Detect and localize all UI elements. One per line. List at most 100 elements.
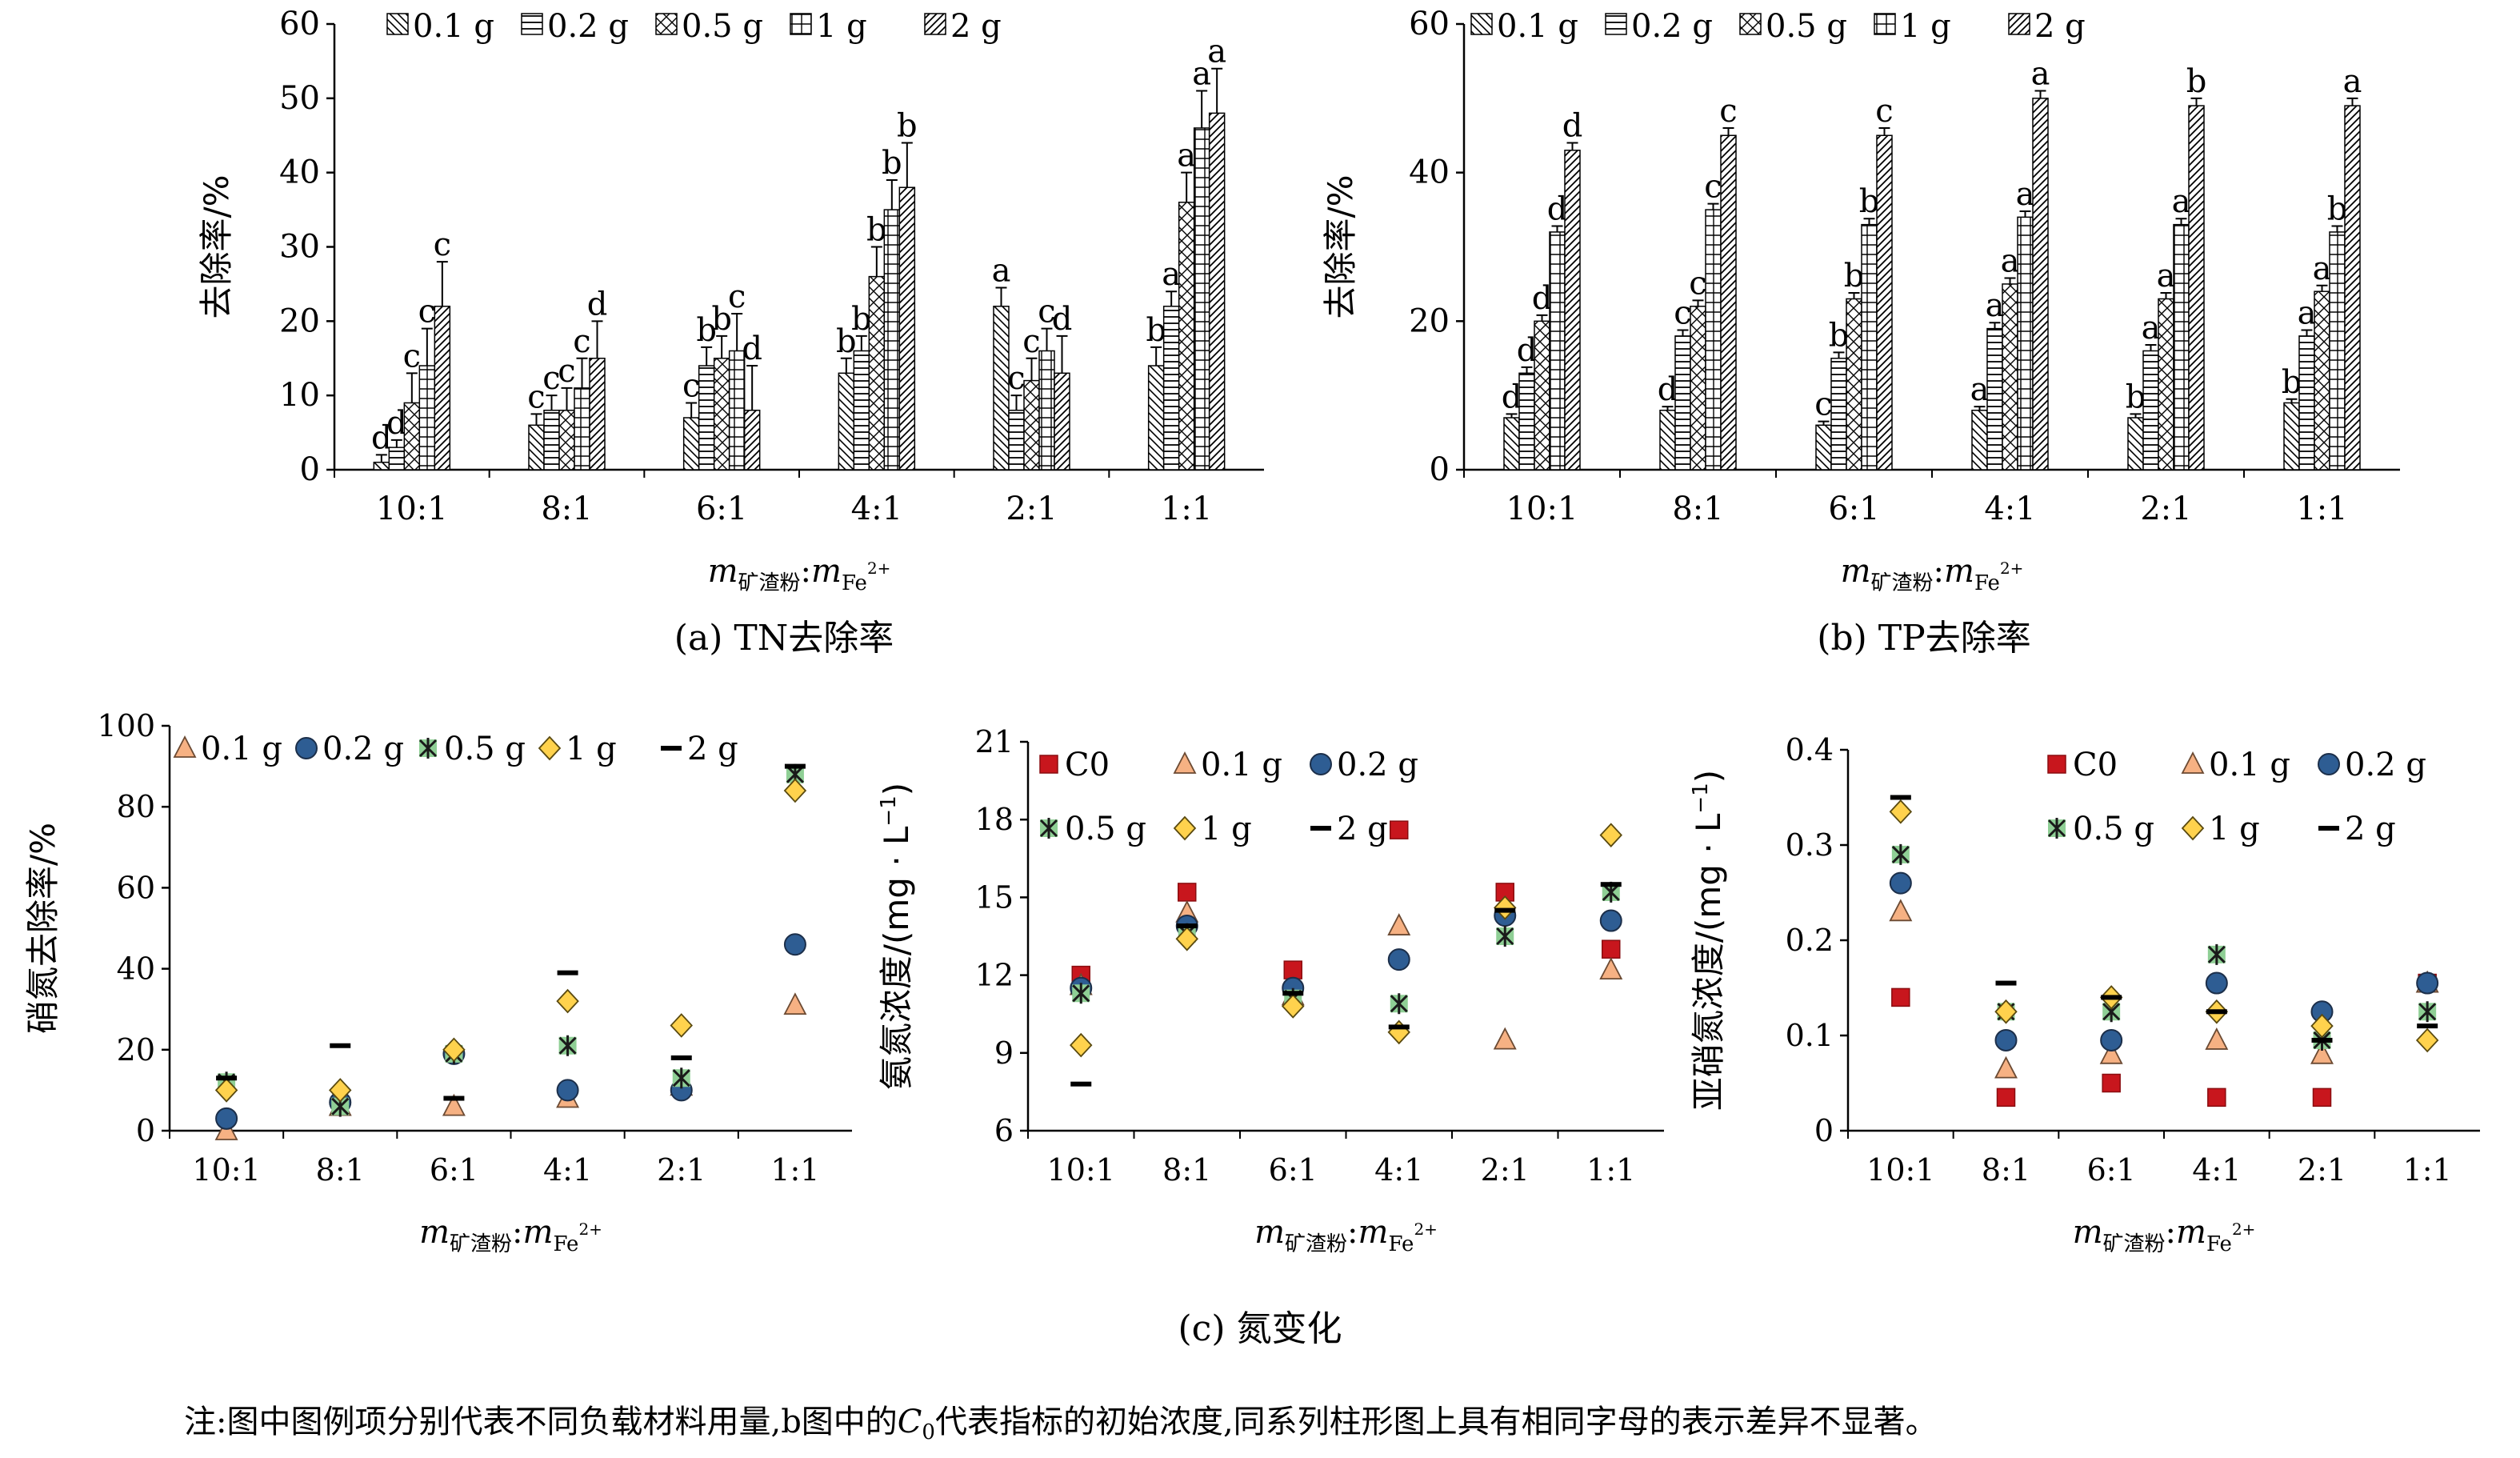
bar — [1971, 409, 1988, 471]
significance-letter: c — [403, 338, 421, 375]
legend-swatch — [924, 13, 946, 35]
bar — [2283, 402, 2300, 471]
data-point — [1390, 993, 1408, 1015]
error-bar — [2331, 225, 2343, 232]
bar — [1876, 134, 1893, 471]
y-tick-label: 40 — [117, 951, 155, 987]
data-point — [1995, 980, 2017, 986]
data-point — [443, 1096, 465, 1101]
legend-swatch — [386, 13, 409, 35]
significance-letter: c — [1704, 169, 1722, 206]
error-bar — [1211, 67, 1223, 114]
bar — [1023, 379, 1040, 471]
legend-label: 0.2 g — [1337, 747, 1418, 783]
legend-marker — [1039, 755, 1058, 774]
error-bar — [1662, 406, 1674, 411]
error-bar — [1707, 202, 1719, 210]
caption-c: (c) 氮变化 — [1178, 1308, 1342, 1349]
error-bar — [2301, 329, 2313, 336]
x-tick-label: 1:1 — [1586, 1152, 1635, 1188]
legend-swatch — [1739, 13, 1762, 35]
significance-letter: a — [2016, 176, 2035, 213]
legend-marker — [295, 737, 318, 759]
bar — [838, 372, 855, 471]
significance-letter: b — [1146, 312, 1166, 349]
significance-letter: a — [1986, 287, 2005, 324]
x-tick-label: 6:1 — [696, 491, 747, 527]
legend-swatch — [1470, 13, 1493, 35]
legend-marker — [1039, 818, 1058, 839]
data-point — [2415, 1027, 2439, 1053]
legend-label: 2 g — [687, 731, 738, 767]
significance-letter: b — [1844, 258, 1865, 294]
error-bar — [2346, 97, 2358, 106]
significance-letter: c — [1875, 93, 1893, 130]
data-point — [557, 970, 578, 975]
legend: C0 0.1 g 0.2 g 0.5 g 1 g 2 g — [2047, 747, 2426, 847]
significance-letter: c — [1022, 323, 1040, 360]
error-bar — [1722, 126, 1734, 136]
bar — [1503, 417, 1520, 471]
error-bar — [1150, 346, 1162, 367]
data-point — [2310, 1041, 2334, 1064]
significance-letter: a — [2343, 63, 2362, 100]
error-bar — [855, 334, 867, 351]
x-tick-label: 1:1 — [1161, 491, 1212, 527]
bar — [434, 306, 451, 471]
y-axis-label: 氨氮浓度/(mg · L−1) — [877, 783, 916, 1090]
bar — [1162, 306, 1180, 471]
significance-letter: d — [1562, 108, 1583, 145]
data-point — [442, 1037, 466, 1063]
error-bar — [1026, 357, 1038, 381]
legend-marker — [661, 746, 682, 751]
significance-letter: d — [386, 405, 407, 442]
bar — [728, 350, 746, 471]
y-axis-label: 亚硝氮浓度/(mg · L−1) — [1689, 770, 1728, 1111]
data-point — [1494, 895, 1517, 920]
data-point — [1994, 1055, 2018, 1079]
error-bar — [1181, 171, 1193, 202]
error-bar — [1551, 225, 1563, 232]
y-tick-label: 20 — [117, 1032, 155, 1067]
error-bar — [2286, 398, 2298, 403]
error-bar — [406, 372, 418, 403]
significance-letter: b — [2186, 63, 2207, 100]
significance-letter: c — [1814, 387, 1832, 423]
data-point — [1889, 899, 1913, 922]
bar — [1008, 409, 1025, 471]
legend-marker — [2181, 751, 2205, 774]
x-tick-label: 2:1 — [2140, 491, 2191, 527]
x-tick-label: 8:1 — [1162, 1152, 1211, 1188]
data-point — [783, 778, 807, 803]
data-point — [1070, 1032, 1093, 1058]
x-tick-label: 2:1 — [1006, 491, 1057, 527]
legend-marker — [1173, 815, 1197, 841]
data-point — [1176, 923, 1198, 929]
significance-letter: b — [2126, 379, 2146, 415]
significance-letter: c — [1689, 265, 1706, 302]
bar — [2329, 231, 2346, 471]
significance-letter: a — [1162, 256, 1181, 293]
data-point — [2312, 1087, 2332, 1108]
significance-letter: b — [882, 145, 902, 182]
x-axis-label: m矿渣粉:mFe2+ — [419, 1214, 602, 1256]
bar — [1038, 350, 1055, 471]
note-part-2: 代表指标的初始浓度,同系列柱形图上具有相同字母的表示差异不显著。 — [935, 1404, 1938, 1440]
data-point — [2207, 943, 2226, 965]
error-bar — [591, 320, 603, 358]
legend-marker — [2318, 826, 2339, 831]
data-point — [1178, 883, 1197, 902]
data-point — [1387, 1019, 1410, 1045]
bar — [543, 409, 560, 471]
x-tick-label: 10:1 — [376, 491, 448, 527]
error-bar — [840, 357, 852, 374]
legend-label: 1 g — [1900, 8, 1951, 45]
x-tick-label: 1:1 — [2403, 1152, 2452, 1188]
legend: 0.1 g 0.2 g 0.5 g 1 g 2 g — [386, 8, 1002, 45]
significance-letter: a — [1192, 56, 1211, 93]
y-tick-label: 100 — [97, 708, 155, 743]
legend-label: 1 g — [816, 8, 867, 45]
significance-letter: c — [573, 323, 590, 360]
legend-marker — [2318, 753, 2340, 775]
x-tick-label: 1:1 — [2296, 491, 2347, 527]
